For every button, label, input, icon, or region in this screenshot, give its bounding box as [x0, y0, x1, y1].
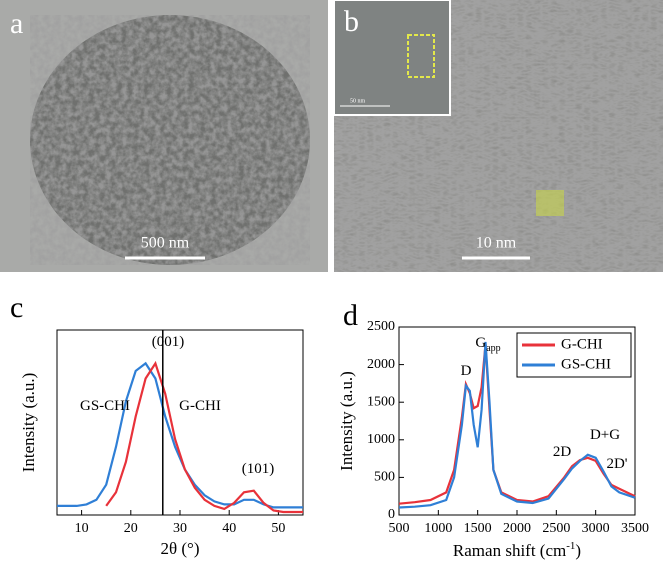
- x-axis-label-suffix: ): [575, 541, 581, 560]
- y-tick-label: 500: [374, 470, 395, 485]
- panel-a: a 500 nm: [0, 0, 328, 272]
- x-tick-label: 1000: [424, 521, 452, 536]
- scale-bar-label: 10 nm: [476, 235, 517, 252]
- series-line: [57, 361, 303, 509]
- annotation-text: 2D: [553, 444, 572, 460]
- x-tick-label: 2000: [503, 521, 531, 536]
- inset-scale-bar-label: 50 nm: [350, 98, 366, 104]
- y-tick-label: 1000: [367, 432, 395, 447]
- annotation: Gapp: [475, 335, 500, 354]
- annotation-text: D+G: [590, 427, 620, 443]
- y-axis-label: Intensity (a.u.): [337, 371, 356, 471]
- annotation-text: G-CHI: [179, 398, 221, 414]
- x-tick-label: 3500: [621, 521, 649, 536]
- legend-label: G-CHI: [561, 336, 603, 352]
- x-tick-label: 3000: [582, 521, 610, 536]
- x-axis-label: Raman shift (cm-1): [453, 540, 581, 560]
- x-tick-label: 500: [389, 521, 410, 536]
- panel-label: a: [10, 7, 23, 40]
- annotation-subscript: app: [486, 343, 500, 354]
- x-tick-label: 2500: [542, 521, 570, 536]
- annotation: G-CHI: [179, 398, 221, 414]
- panel-label: b: [344, 5, 359, 38]
- y-tick-label: 1500: [367, 394, 395, 409]
- x-tick-label: 30: [173, 521, 187, 536]
- x-tick-label: 20: [124, 521, 138, 536]
- y-tick-label: 2500: [367, 319, 395, 334]
- annotation-text: (101): [242, 461, 275, 477]
- x-tick-label: 50: [271, 521, 285, 536]
- y-tick-label: 0: [388, 507, 395, 522]
- y-axis-label: Intensity (a.u.): [19, 373, 38, 473]
- legend-label: GS-CHI: [561, 356, 611, 372]
- annotation: GS-CHI: [80, 398, 130, 414]
- plot-frame: [56, 329, 304, 516]
- annotation: 2D: [553, 444, 572, 460]
- annotation-text: D: [461, 363, 472, 379]
- annotation: D+G: [590, 427, 620, 443]
- x-axis-label: 2θ (°): [160, 539, 199, 558]
- panel-b: b 50 nm 10 nm: [333, 0, 663, 272]
- annotation-text: 2D': [606, 456, 627, 472]
- annotation-text: G: [475, 335, 486, 351]
- annotation: (001): [152, 334, 185, 350]
- panel-label: c: [10, 291, 23, 324]
- series-line: [398, 341, 636, 509]
- annotation: D: [461, 363, 472, 379]
- legend-box: [516, 332, 632, 378]
- x-tick-label: 1500: [464, 521, 492, 536]
- annotation-text: GS-CHI: [80, 398, 130, 414]
- y-tick-label: 2000: [367, 357, 395, 372]
- annotation: (101): [242, 461, 275, 477]
- x-tick-label: 10: [75, 521, 89, 536]
- series-line: [105, 360, 303, 514]
- panel-label: d: [343, 299, 358, 332]
- x-tick-label: 40: [222, 521, 236, 536]
- scale-bar-label: 500 nm: [141, 235, 190, 252]
- annotation-text: (001): [152, 334, 185, 350]
- annotation: 2D': [606, 456, 627, 472]
- x-axis-label-superscript: -1: [566, 540, 575, 552]
- x-axis-label-text: Raman shift (cm: [453, 541, 566, 560]
